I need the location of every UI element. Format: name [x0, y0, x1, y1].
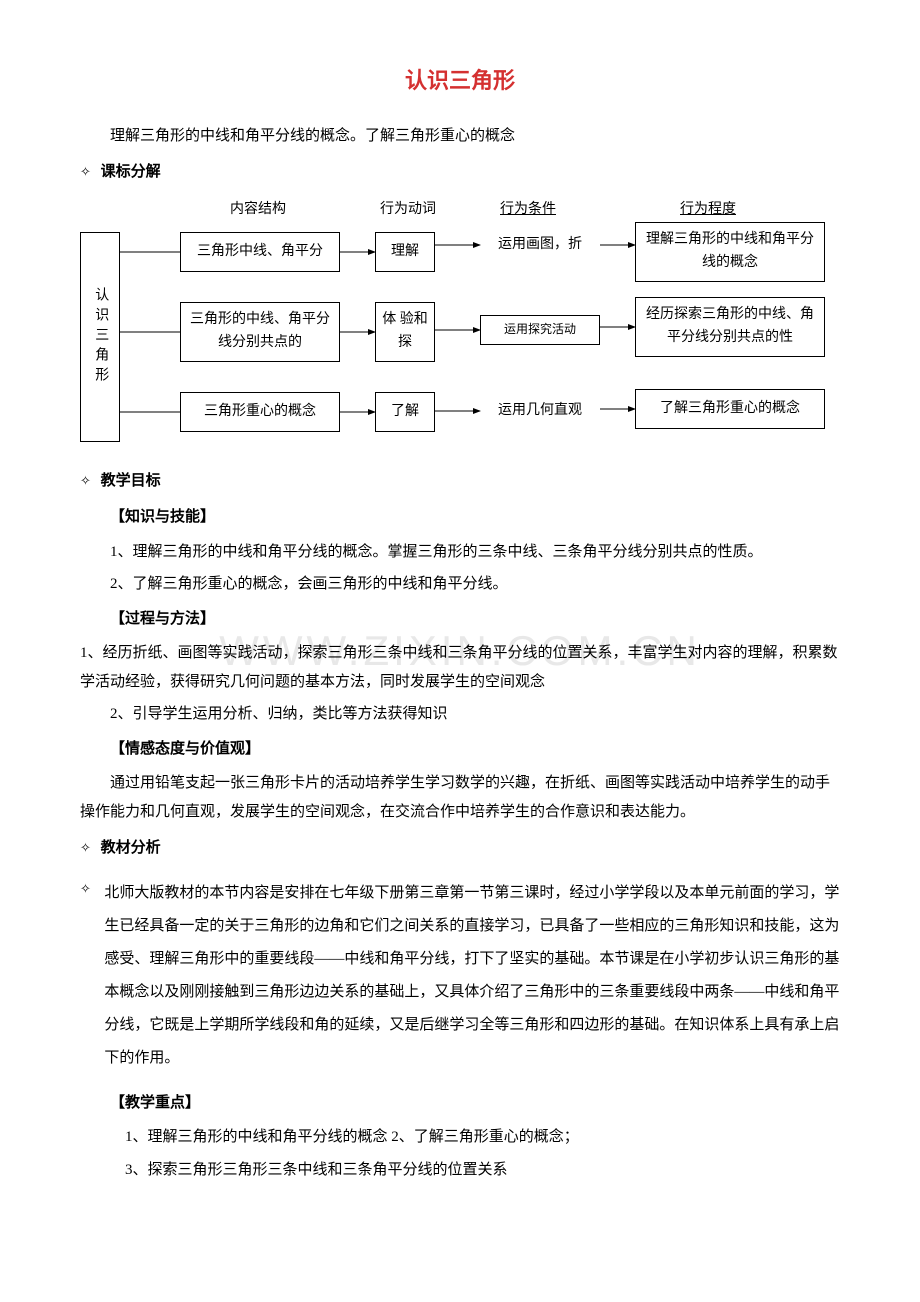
h-qinggan: 【情感态度与价值观】	[80, 735, 840, 764]
h-zhongdian: 【教学重点】	[80, 1089, 840, 1118]
diamond-icon: ✧	[80, 836, 91, 861]
h-guocheng: 【过程与方法】	[80, 605, 840, 634]
intro-text: 理解三角形的中线和角平分线的概念。了解三角形重心的概念	[80, 122, 840, 151]
section-jiaocai-label: 教材分析	[101, 840, 161, 856]
zhishi-1: 1、理解三角形的中线和角平分线的概念。掌握三角形的三条中线、三条角平分线分别共点…	[80, 538, 840, 567]
section-jiaocai: ✧ 教材分析	[80, 834, 840, 863]
jiaocai-body: 北师大版教材的本节内容是安排在七年级下册第三章第一节第三课时，经过小学学段以及本…	[97, 877, 840, 1075]
diamond-icon: ✧	[80, 469, 91, 494]
zhongdian-1: 1、理解三角形的中线和角平分线的概念 2、了解三角形重心的概念；	[80, 1123, 840, 1152]
guocheng-1-text: 1、经历折纸、画图等实践活动，探索三角形三条中线和三条角平分线的位置关系，丰富学…	[80, 645, 838, 690]
guocheng-1: 1、经历折纸、画图等实践活动，探索三角形三条中线和三条角平分线的位置关系，丰富学…	[80, 639, 840, 696]
section-mubiao-label: 教学目标	[101, 473, 161, 489]
zhongdian-2: 3、探索三角形三角形三条中线和三条角平分线的位置关系	[80, 1156, 840, 1185]
diamond-icon: ✧	[80, 160, 91, 185]
section-kebiao: ✧ 课标分解	[80, 158, 840, 187]
flow-arrows	[80, 197, 840, 457]
page-title: 认识三角形	[80, 60, 840, 102]
h-zhishi: 【知识与技能】	[80, 503, 840, 532]
zhishi-2: 2、了解三角形重心的概念，会画三角形的中线和角平分线。	[80, 570, 840, 599]
diamond-icon: ✧	[80, 877, 91, 902]
flowchart: 内容结构 行为动词 行为条件 行为程度 认识三角形 三角形中线、角平分 理解 运…	[80, 197, 840, 457]
section-mubiao: ✧ 教学目标	[80, 467, 840, 496]
guocheng-2: 2、引导学生运用分析、归纳，类比等方法获得知识	[80, 700, 840, 729]
section-kebiao-label: 课标分解	[101, 164, 161, 180]
jiaocai-item: ✧ 北师大版教材的本节内容是安排在七年级下册第三章第一节第三课时，经过小学学段以…	[80, 871, 840, 1081]
qinggan-body: 通过用铅笔支起一张三角形卡片的活动培养学生学习数学的兴趣，在折纸、画图等实践活动…	[80, 769, 840, 826]
